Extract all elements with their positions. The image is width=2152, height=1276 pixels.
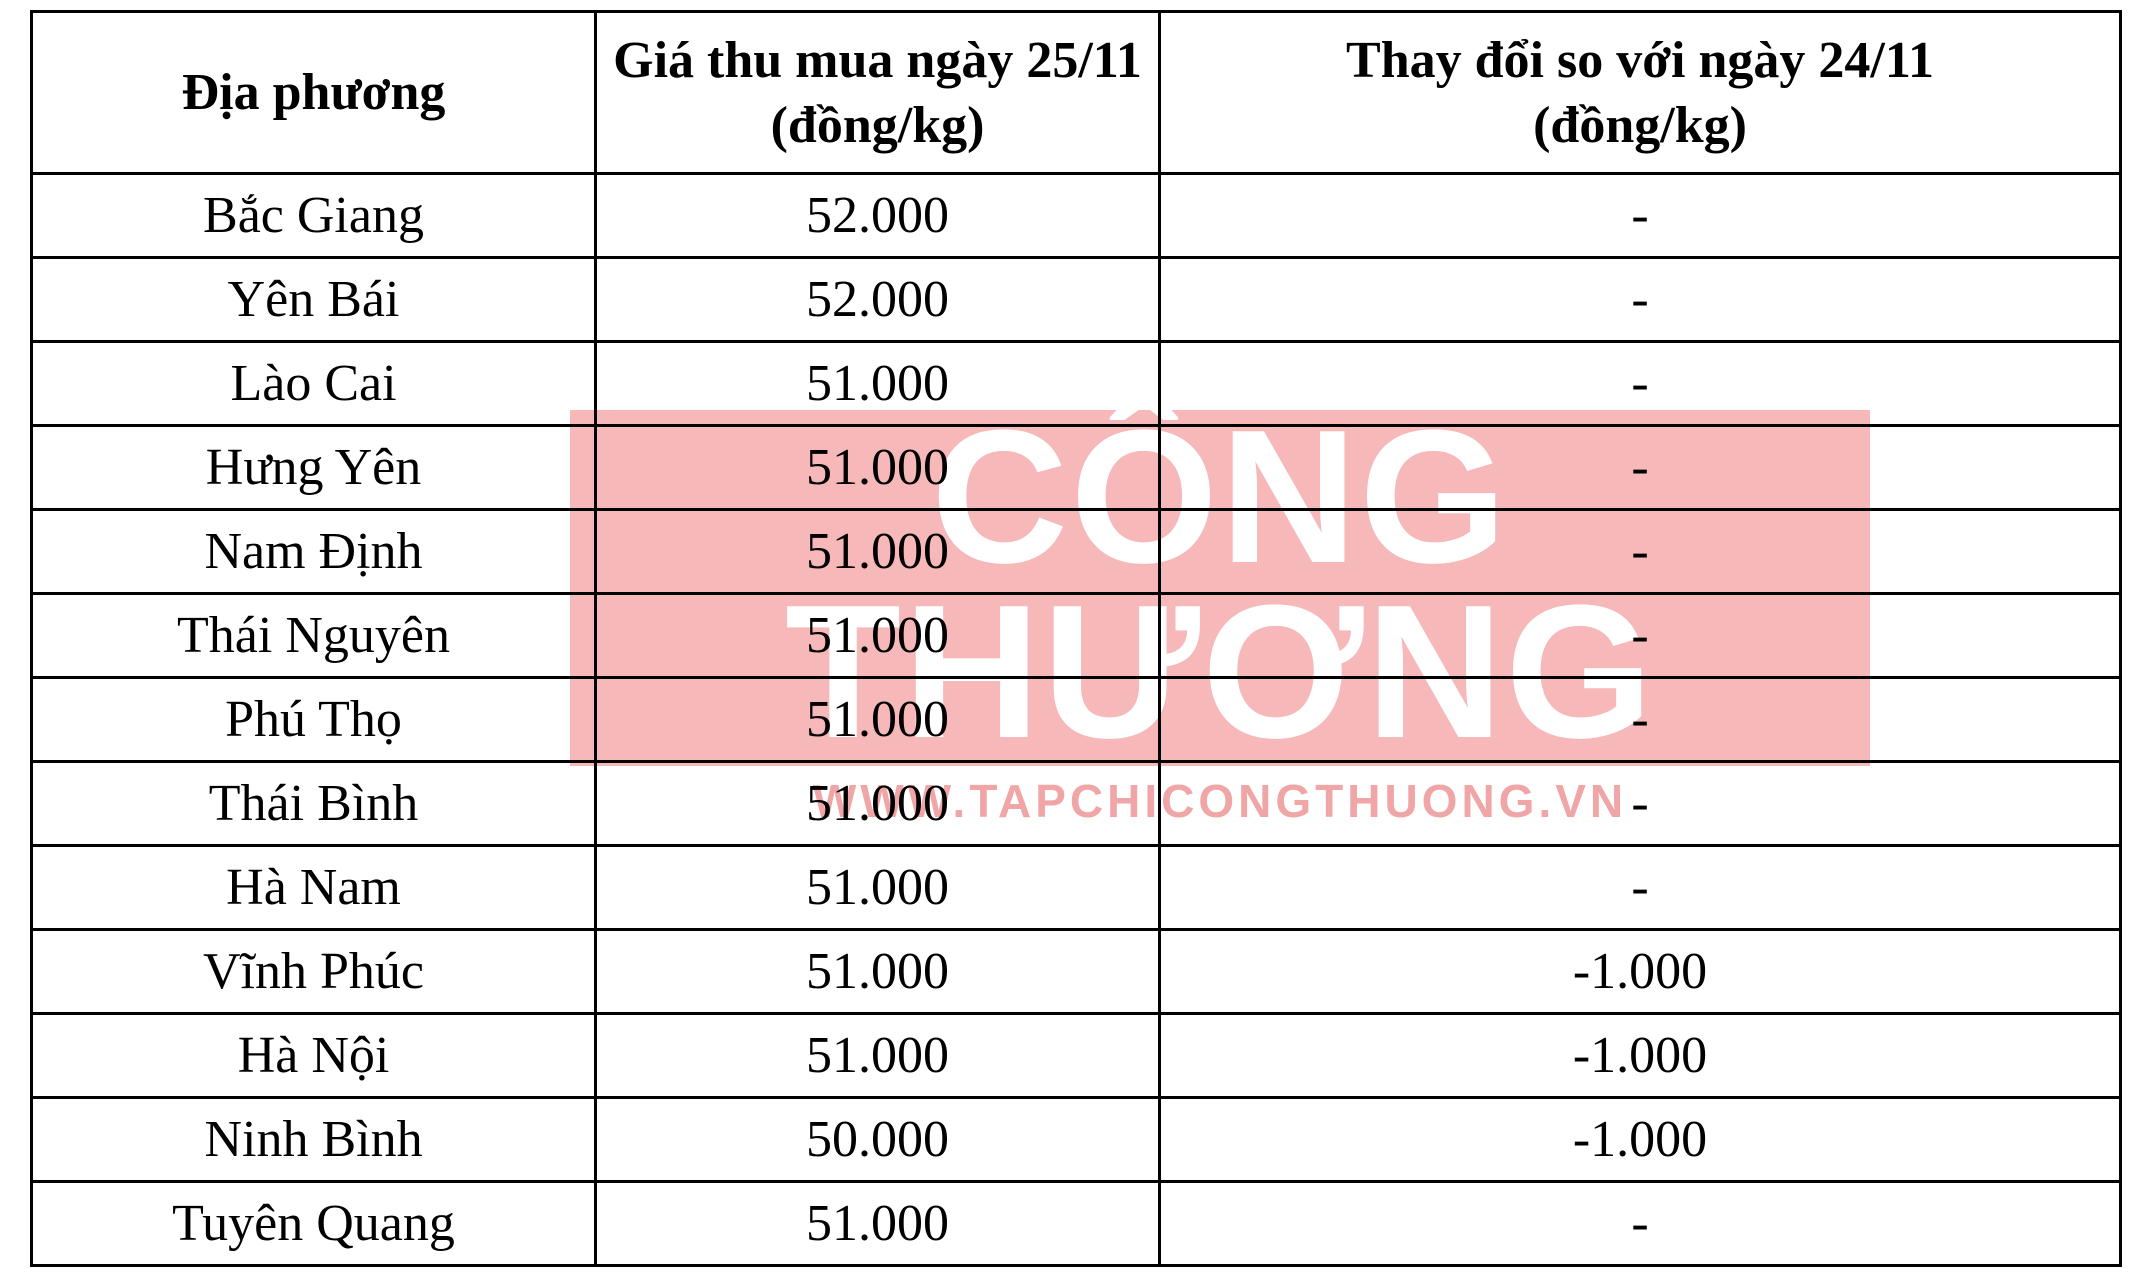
cell-change: - — [1160, 342, 2121, 426]
cell-price: 51.000 — [596, 1182, 1160, 1266]
cell-price: 52.000 — [596, 174, 1160, 258]
table-row: Phú Thọ51.000- — [32, 678, 2121, 762]
cell-location: Yên Bái — [32, 258, 596, 342]
cell-change: - — [1160, 846, 2121, 930]
cell-price: 51.000 — [596, 846, 1160, 930]
cell-location: Hà Nội — [32, 1014, 596, 1098]
table-row: Hà Nội51.000-1.000 — [32, 1014, 2121, 1098]
table-row: Hưng Yên51.000- — [32, 426, 2121, 510]
cell-price: 51.000 — [596, 426, 1160, 510]
table-row: Nam Định51.000- — [32, 510, 2121, 594]
cell-change: - — [1160, 426, 2121, 510]
table-row: Yên Bái52.000- — [32, 258, 2121, 342]
cell-change: -1.000 — [1160, 930, 2121, 1014]
cell-location: Phú Thọ — [32, 678, 596, 762]
col-header-location: Địa phương — [32, 12, 596, 174]
table-row: Lào Cai51.000- — [32, 342, 2121, 426]
cell-change: - — [1160, 258, 2121, 342]
cell-price: 51.000 — [596, 1014, 1160, 1098]
table-header-row: Địa phương Giá thu mua ngày 25/11(đồng/k… — [32, 12, 2121, 174]
cell-location: Ninh Bình — [32, 1098, 596, 1182]
cell-location: Lào Cai — [32, 342, 596, 426]
table-row: Hà Nam51.000- — [32, 846, 2121, 930]
cell-location: Hà Nam — [32, 846, 596, 930]
table-row: Bắc Giang52.000- — [32, 174, 2121, 258]
cell-price: 51.000 — [596, 762, 1160, 846]
cell-location: Hưng Yên — [32, 426, 596, 510]
cell-change: - — [1160, 678, 2121, 762]
table-row: Thái Nguyên51.000- — [32, 594, 2121, 678]
cell-change: - — [1160, 594, 2121, 678]
cell-price: 52.000 — [596, 258, 1160, 342]
table-row: Vĩnh Phúc51.000-1.000 — [32, 930, 2121, 1014]
cell-location: Vĩnh Phúc — [32, 930, 596, 1014]
cell-price: 50.000 — [596, 1098, 1160, 1182]
price-table: Địa phương Giá thu mua ngày 25/11(đồng/k… — [30, 10, 2122, 1267]
cell-price: 51.000 — [596, 594, 1160, 678]
cell-location: Tuyên Quang — [32, 1182, 596, 1266]
cell-location: Bắc Giang — [32, 174, 596, 258]
cell-price: 51.000 — [596, 342, 1160, 426]
cell-price: 51.000 — [596, 510, 1160, 594]
cell-change: -1.000 — [1160, 1014, 2121, 1098]
cell-change: -1.000 — [1160, 1098, 2121, 1182]
col-header-change: Thay đổi so với ngày 24/11(đồng/kg) — [1160, 12, 2121, 174]
cell-location: Thái Nguyên — [32, 594, 596, 678]
cell-change: - — [1160, 174, 2121, 258]
table-row: Tuyên Quang51.000- — [32, 1182, 2121, 1266]
cell-price: 51.000 — [596, 930, 1160, 1014]
cell-price: 51.000 — [596, 678, 1160, 762]
cell-change: - — [1160, 510, 2121, 594]
cell-change: - — [1160, 1182, 2121, 1266]
cell-change: - — [1160, 762, 2121, 846]
table-row: Ninh Bình50.000-1.000 — [32, 1098, 2121, 1182]
cell-location: Nam Định — [32, 510, 596, 594]
cell-location: Thái Bình — [32, 762, 596, 846]
table-row: Thái Bình51.000- — [32, 762, 2121, 846]
col-header-price: Giá thu mua ngày 25/11(đồng/kg) — [596, 12, 1160, 174]
